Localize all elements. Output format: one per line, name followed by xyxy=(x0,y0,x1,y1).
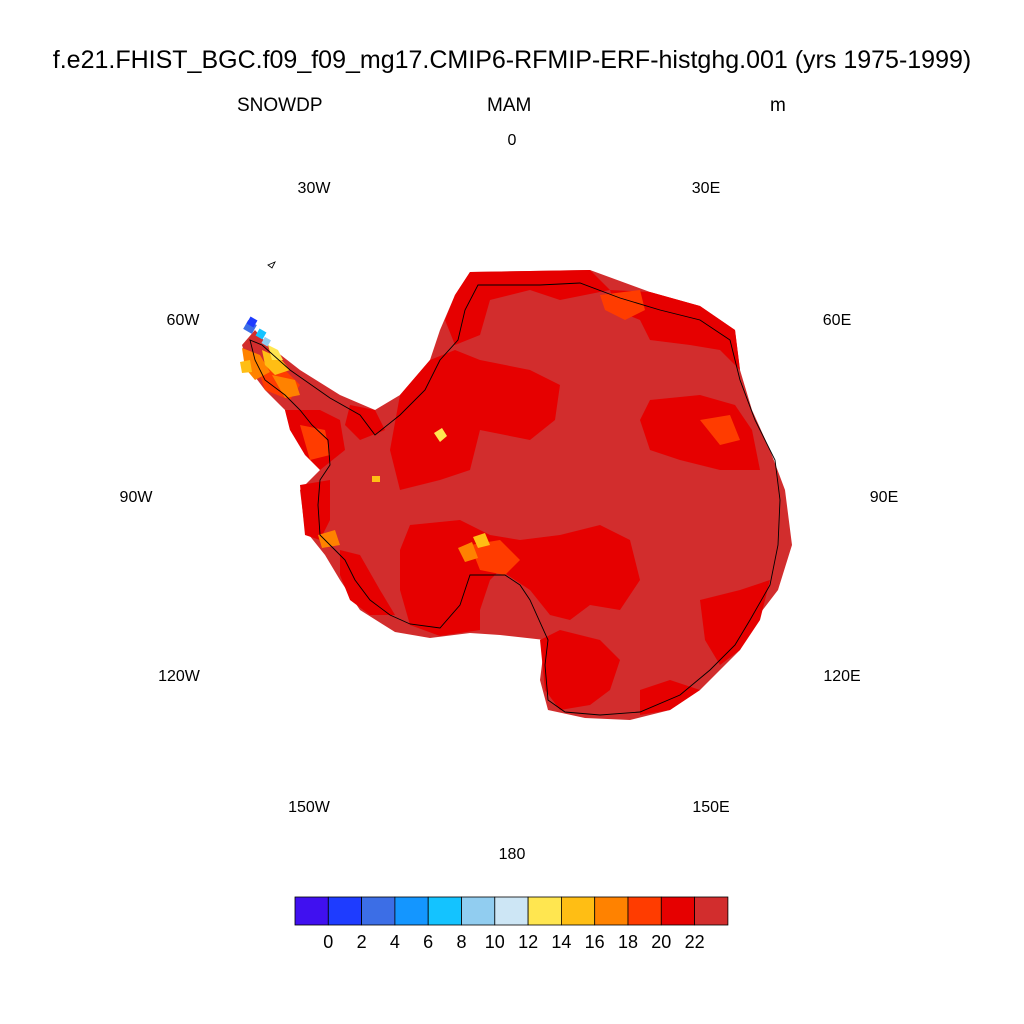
colorbar-tick-label: 2 xyxy=(356,932,367,952)
lon-label-120e: 120E xyxy=(823,668,861,685)
lon-label-150e: 150E xyxy=(692,799,730,816)
lon-label-120w: 120W xyxy=(158,668,200,685)
lon-label-60w: 60W xyxy=(166,312,200,329)
colorbar-tick-label: 6 xyxy=(423,932,434,952)
colorbar-tick-label: 16 xyxy=(584,932,605,952)
units-label: m xyxy=(770,95,786,116)
colorbar-tick-label: 0 xyxy=(323,932,334,952)
colorbar-box xyxy=(427,896,462,926)
colorbar-box xyxy=(694,896,729,926)
lon-label-60e: 60E xyxy=(822,312,852,329)
lon-label-90w: 90W xyxy=(119,489,153,506)
lon-label-180: 180 xyxy=(498,846,526,863)
colorbar-box xyxy=(561,896,596,926)
season-label: MAM xyxy=(487,95,532,116)
colorbar-tick-label: 22 xyxy=(684,932,705,952)
colorbar-box xyxy=(361,896,396,926)
colorbar-tick-label: 8 xyxy=(456,932,467,952)
colorbar-box xyxy=(461,896,496,926)
colorbar-tick-label: 14 xyxy=(551,932,572,952)
colorbar-tick-label: 4 xyxy=(389,932,400,952)
colorbar-box xyxy=(527,896,562,926)
colorbar-box xyxy=(594,896,629,926)
snow-depth-20-22-patches xyxy=(285,270,770,715)
colorbar-tick-label: 20 xyxy=(651,932,672,952)
colorbar-tick-label: 10 xyxy=(484,932,505,952)
snow-depth-12-16-patches xyxy=(240,350,490,548)
lon-label-90e: 90E xyxy=(869,489,899,506)
colorbar-box xyxy=(327,896,362,926)
colorbar-box xyxy=(294,896,329,926)
colorbar-box xyxy=(627,896,662,926)
colorbar-box xyxy=(660,896,695,926)
coastline xyxy=(249,261,781,716)
colorbar-tick-label: 12 xyxy=(518,932,539,952)
lon-label-150w: 150W xyxy=(288,799,330,816)
snow-depth-14-18-patches xyxy=(242,348,478,562)
colorbar-boxes xyxy=(294,896,729,926)
snow-depth-low-patches xyxy=(243,316,380,482)
snow-depth-12-14-patches xyxy=(268,345,447,442)
colorbar-tick-label: 18 xyxy=(617,932,639,952)
lon-label-30e: 30E xyxy=(691,180,721,197)
variable-label: SNOWDP xyxy=(237,95,323,116)
plot-title: f.e21.FHIST_BGC.f09_f09_mg17.CMIP6-RFMIP… xyxy=(52,46,972,74)
lon-label-30w: 30W xyxy=(297,180,331,197)
lon-label-0: 0 xyxy=(507,132,517,149)
colorbar-box xyxy=(394,896,429,926)
colorbar-box xyxy=(494,896,529,926)
